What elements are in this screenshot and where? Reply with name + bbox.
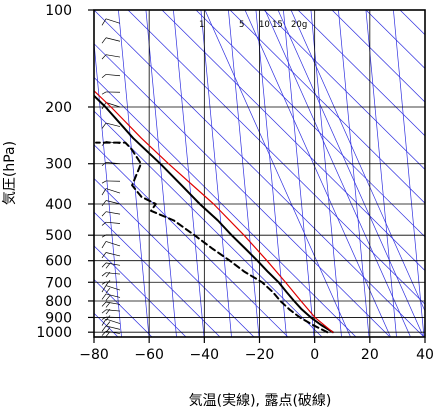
wind-barb-flag (102, 38, 106, 43)
wind-barb-shaft (106, 273, 120, 274)
y-tick-label: 700 (45, 275, 72, 291)
wind-barb-flag (102, 55, 106, 59)
wind-barb-flag (102, 181, 106, 183)
adiabat-line (94, 10, 424, 337)
adiabat-line (0, 10, 186, 337)
isotherm-line (311, 10, 342, 337)
y-tick-label: 1000 (36, 325, 72, 341)
y-tick-label: 800 (45, 294, 72, 310)
isotherm-line (173, 10, 204, 337)
isotherm-line (283, 10, 314, 337)
wind-barb-flag (102, 92, 106, 94)
mixing-ratio-line (265, 10, 415, 347)
wind-barb-flag (102, 326, 106, 331)
wind-barb-flag (102, 74, 106, 77)
mixing-ratio-label: 20g (291, 20, 307, 30)
wind-barb-flag (102, 310, 106, 313)
wind-barb-shaft (106, 319, 120, 324)
wind-barb-shaft (106, 286, 120, 291)
isotherm-line (228, 10, 259, 337)
y-axis-label: 気圧(hPa) (2, 141, 18, 205)
wind-barb-shaft (106, 19, 120, 24)
x-tick-label: −20 (245, 347, 275, 363)
wind-barb-shaft (106, 212, 120, 214)
isotherm-line (146, 10, 177, 337)
x-axis-label: 気温(実線), 露点(破線) (189, 393, 332, 409)
wind-barb-shaft (106, 222, 120, 223)
isotherm-line (338, 10, 369, 337)
isotherm-line (91, 10, 122, 337)
y-tick-label: 400 (45, 197, 72, 213)
mixing-ratio-label: 1 (199, 20, 204, 30)
wind-barb-shaft (106, 253, 120, 256)
wind-barb-flag (102, 123, 106, 128)
wind-barb-flag (102, 201, 106, 206)
wind-barb-flag (102, 212, 106, 216)
mixing-ratio-label: 10 (259, 20, 270, 30)
adiabat-line (0, 10, 220, 337)
y-tick-label: 300 (45, 157, 72, 173)
mixing-ratio-line (278, 10, 428, 347)
parcel-line (45, 47, 333, 333)
adiabat-line (0, 10, 288, 337)
y-tick-label: 200 (45, 100, 72, 116)
mixing-ratio-label: 5 (239, 20, 244, 30)
wind-barb-flag (106, 280, 110, 285)
wind-barb-flag (106, 288, 110, 293)
y-tick-label: 500 (45, 228, 72, 244)
mixing-ratio-line (245, 10, 395, 347)
wind-barb-shaft (106, 38, 120, 41)
x-tick-label: −80 (79, 347, 109, 363)
wind-barb-flag (106, 263, 110, 268)
y-tick-label: 100 (45, 3, 72, 19)
x-axis: −80 −60 −40 −20 0 20 40 (79, 337, 434, 363)
adiabat-line (0, 10, 152, 337)
wind-barb-flag (106, 295, 110, 300)
wind-barb-flag (102, 302, 106, 306)
temperature-line (47, 10, 333, 332)
wind-barb-shaft (106, 310, 120, 311)
y-tick-label: 900 (45, 310, 72, 326)
adiabat-line (26, 10, 356, 337)
dewpoint-line (96, 143, 327, 333)
adiabat-line (60, 10, 390, 337)
x-tick-label: −60 (134, 347, 164, 363)
wind-barb-flag (102, 241, 106, 248)
mixing-ratio-label: 15 (272, 20, 283, 30)
adiabat-line (400, 10, 435, 337)
wind-barb-flag (102, 263, 106, 267)
wind-barb-shaft (106, 74, 120, 75)
wind-barb-flag (102, 294, 106, 299)
wind-barb-flag (106, 302, 110, 307)
x-tick-label: 0 (310, 347, 319, 363)
x-tick-label: −40 (190, 347, 220, 363)
x-tick-label: 40 (416, 347, 434, 363)
wind-barb-flag (102, 189, 106, 196)
wind-barb-shaft (106, 55, 120, 57)
y-tick-label: 600 (45, 254, 72, 270)
x-tick-label: 20 (361, 347, 379, 363)
mixing-ratio-line (291, 10, 435, 347)
wind-barb-flag (102, 273, 106, 276)
